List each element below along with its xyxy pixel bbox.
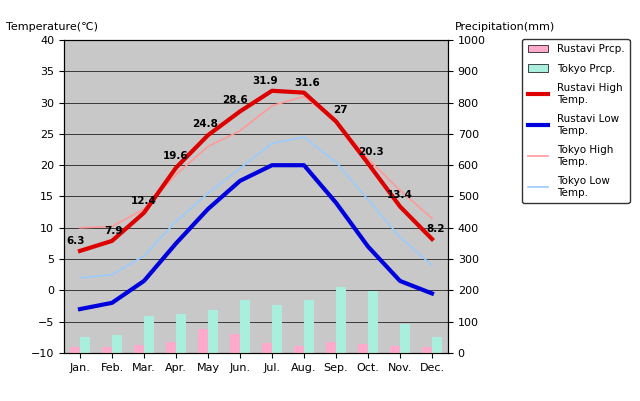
Text: 6.3: 6.3 [66,236,84,246]
Bar [70,347,80,353]
Bar [326,342,336,353]
Bar [368,291,378,353]
Text: 20.3: 20.3 [358,147,384,157]
Bar [294,346,304,353]
Bar [102,346,112,353]
Bar [230,334,240,353]
Bar [240,300,250,353]
Text: 31.9: 31.9 [253,76,278,86]
Text: 27: 27 [333,105,348,115]
Text: Temperature(℃): Temperature(℃) [6,22,99,32]
Text: 24.8: 24.8 [192,119,218,129]
Text: 7.9: 7.9 [104,226,123,236]
Text: 12.4: 12.4 [131,196,157,207]
Bar [208,310,218,353]
Bar [176,314,186,353]
Bar [80,336,90,353]
Text: 31.6: 31.6 [294,78,320,88]
Bar [166,342,176,353]
Bar [390,346,400,353]
Bar [358,344,368,353]
Bar [134,345,144,353]
Bar [432,337,442,353]
Bar [304,300,314,353]
Text: 8.2: 8.2 [426,224,444,234]
Bar [272,305,282,353]
Bar [262,343,272,353]
Bar [422,347,432,353]
Bar [144,316,154,353]
Bar [336,287,346,353]
Text: 19.6: 19.6 [163,152,189,162]
Text: Precipitation(mm): Precipitation(mm) [454,22,555,32]
Legend: Rustavi Prcp., Tokyo Prcp., Rustavi High
Temp., Rustavi Low
Temp., Tokyo High
Te: Rustavi Prcp., Tokyo Prcp., Rustavi High… [522,39,630,203]
Text: 13.4: 13.4 [387,190,413,200]
Bar [112,335,122,353]
Text: 28.6: 28.6 [222,95,248,105]
Bar [400,324,410,353]
Bar [198,329,208,353]
